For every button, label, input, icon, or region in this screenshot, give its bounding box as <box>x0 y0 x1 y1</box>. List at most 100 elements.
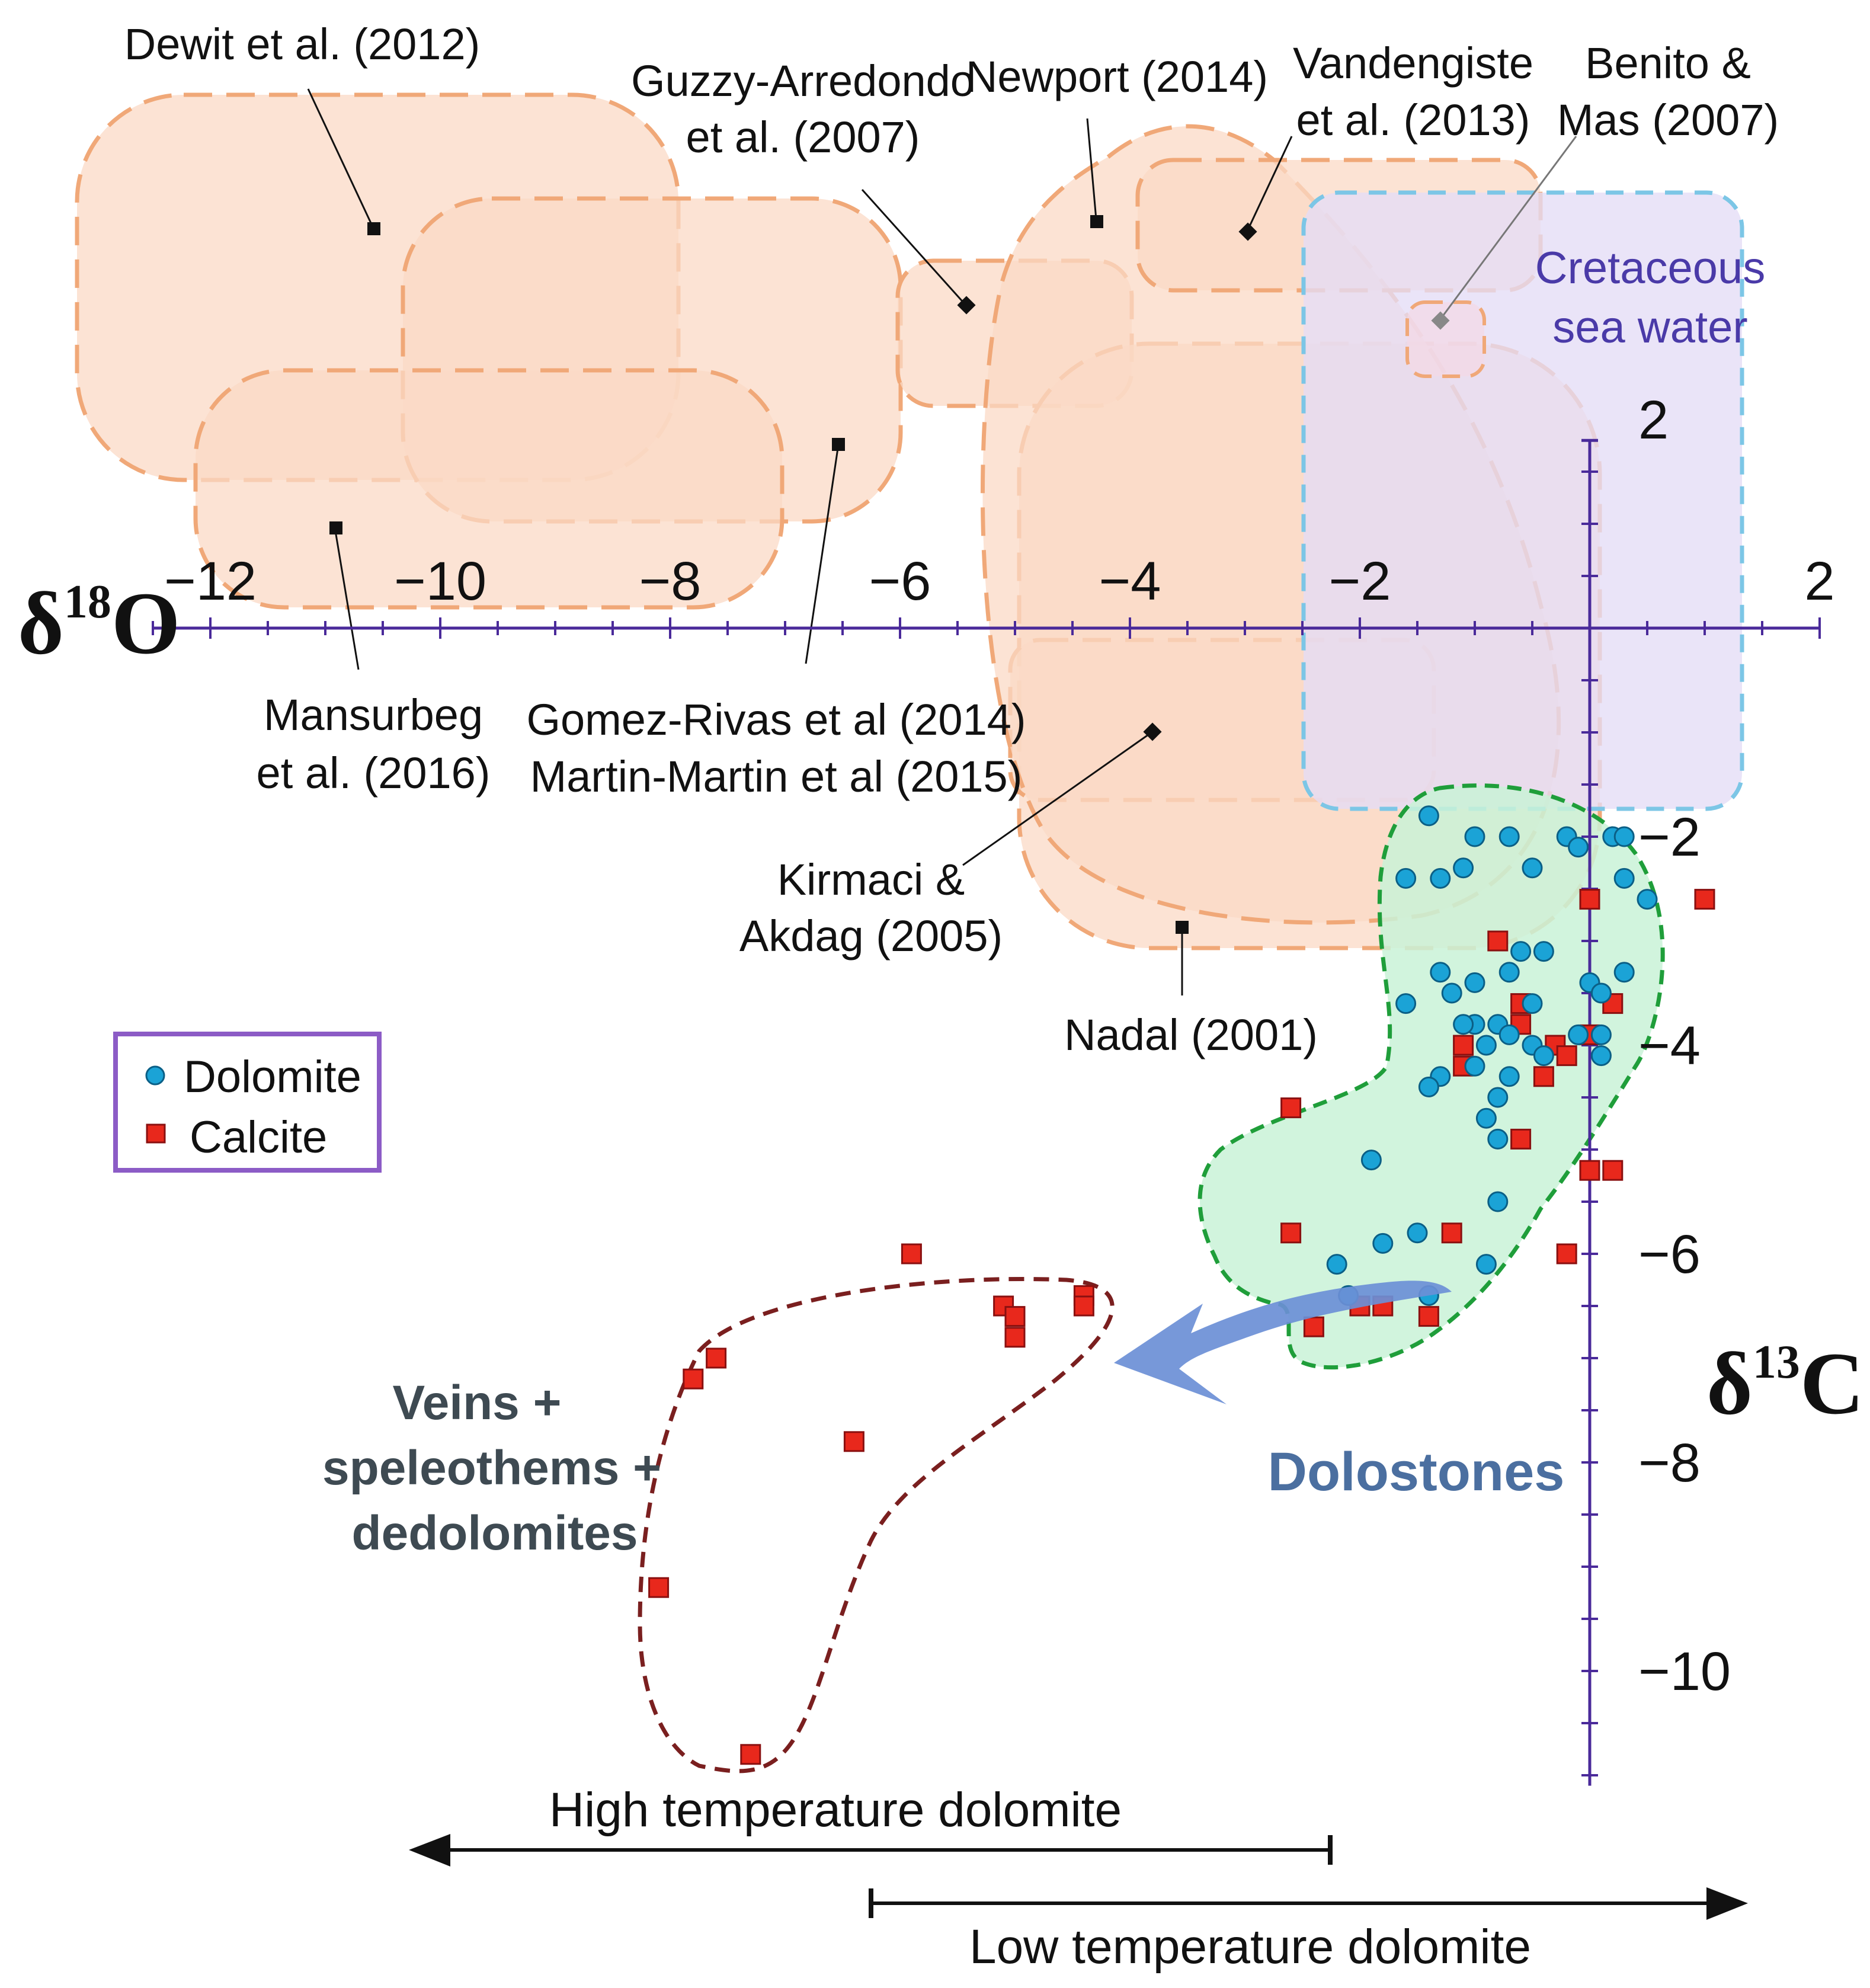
seawater-label-1: Cretaceous <box>1535 243 1766 293</box>
dolomite-point <box>1568 1024 1589 1045</box>
newport-marker <box>1090 215 1103 228</box>
low-temp-label: Low temperature dolomite <box>969 1920 1531 1974</box>
dolomite-point <box>1464 972 1485 993</box>
calcite-point <box>706 1347 727 1369</box>
calcite-point <box>1510 1128 1532 1150</box>
dolomite-point <box>1522 857 1543 879</box>
guzzy-label-2: et al. (2007) <box>686 113 920 162</box>
dolomite-point <box>1395 867 1417 889</box>
calcite-point <box>1694 889 1715 910</box>
calcite-point <box>648 1577 670 1598</box>
legend-calcite-label: Calcite <box>190 1112 327 1163</box>
dolomite-point <box>1407 1222 1428 1244</box>
dolomite-point <box>1590 1045 1612 1067</box>
dolomite-point <box>1418 1076 1439 1097</box>
calcite-point <box>1441 1222 1462 1244</box>
dolomite-point <box>1475 1254 1497 1275</box>
calcite-point <box>1418 1306 1439 1327</box>
dolomite-point <box>1613 867 1635 889</box>
veins-field <box>638 1277 1115 1773</box>
kirmaci-marker <box>1143 722 1162 741</box>
mansurbeg-label-2: et al. (2016) <box>257 748 491 798</box>
dolomite-point <box>1533 1045 1554 1067</box>
veins-label-2: speleothems + <box>322 1441 661 1495</box>
calcite-point <box>843 1431 864 1452</box>
calcite-point <box>683 1368 704 1390</box>
calcite-point <box>1510 1014 1532 1035</box>
vandengiste-label-1: Vandengiste <box>1293 39 1533 88</box>
dolomite-point <box>1360 1150 1382 1171</box>
x-tick-label: −2 <box>1329 551 1391 612</box>
dolomite-point <box>1418 805 1439 827</box>
dolomite-point <box>1487 1128 1509 1150</box>
dolomite-point <box>1510 941 1532 962</box>
x-tick-label: −12 <box>164 551 257 612</box>
nadal-label: Nadal (2001) <box>1064 1010 1318 1059</box>
benito-marker <box>1431 311 1450 330</box>
dolomite-point <box>1453 1014 1474 1035</box>
legend-calcite-marker <box>146 1123 166 1144</box>
calcite-point <box>1556 1243 1577 1264</box>
legend-box <box>113 1032 382 1173</box>
calcite-point <box>1579 889 1600 910</box>
dolomite-point <box>1590 1024 1612 1045</box>
calcite-point <box>1004 1306 1026 1327</box>
benito-field <box>1405 300 1486 378</box>
seawater-label-2: sea water <box>1552 302 1748 353</box>
calcite-point <box>1280 1097 1302 1119</box>
dolomite-point <box>1613 826 1635 847</box>
dolomite-point <box>1464 826 1485 847</box>
gomez-marker <box>832 438 845 451</box>
reference-leaders <box>307 88 1577 995</box>
legend: Dolomite Calcite <box>113 1032 382 1173</box>
dolomite-point <box>1487 1191 1509 1212</box>
y-tick-label: −4 <box>1638 1016 1701 1076</box>
low-temp-arrowhead <box>1706 1887 1748 1920</box>
veins-label-1: Veins + <box>393 1376 562 1430</box>
dolomite-point <box>1498 1024 1520 1045</box>
dolostones-label: Dolostones <box>1268 1442 1565 1502</box>
x-axis-title: δ18O <box>18 574 181 673</box>
calcite-point <box>1533 1066 1554 1087</box>
calcite-point <box>1280 1222 1302 1244</box>
dolomite-point <box>1464 1055 1485 1077</box>
dewit-marker <box>367 222 380 235</box>
y-tick-label: −8 <box>1638 1433 1701 1493</box>
dolomite-point <box>1487 1087 1509 1108</box>
vandengiste-marker <box>1238 222 1257 241</box>
calcite-point <box>740 1744 761 1765</box>
newport-label: Newport (2014) <box>966 52 1268 101</box>
veins-label-3: dedolomites <box>352 1506 638 1560</box>
dolomite-point <box>1590 982 1612 1004</box>
dolomite-point <box>1430 867 1451 889</box>
dolomite-point <box>1498 962 1520 983</box>
calcite-point <box>1487 930 1509 952</box>
high-temp-arrowhead <box>409 1834 450 1867</box>
temperature-ranges: High temperature dolomite Low temperatur… <box>409 1783 1748 1974</box>
calcite-point <box>1453 1035 1474 1056</box>
vandengiste-label-2: et al. (2013) <box>1296 95 1530 145</box>
benito-label-2: Mas (2007) <box>1557 95 1779 145</box>
dolomite-point <box>1326 1254 1347 1275</box>
dolomite-point <box>1522 993 1543 1014</box>
x-tick-label: −6 <box>869 551 931 612</box>
x-tick-label: −10 <box>394 551 486 612</box>
mansurbeg-marker <box>329 521 342 534</box>
dolomite-point <box>1475 1107 1497 1129</box>
high-temp-label: High temperature dolomite <box>549 1783 1122 1837</box>
mansurbeg-field <box>193 368 784 610</box>
benito-label-1: Benito & <box>1585 39 1751 88</box>
dewit-label: Dewit et al. (2012) <box>124 20 481 69</box>
dolomite-point <box>1395 993 1417 1014</box>
y-tick-label: 2 <box>1638 390 1669 450</box>
legend-dolomite-marker <box>145 1065 165 1086</box>
dolomite-point <box>1430 962 1451 983</box>
dolomite-point <box>1475 1035 1497 1056</box>
calcite-point <box>1556 1045 1577 1067</box>
x-tick-label: −4 <box>1099 551 1161 612</box>
y-tick-label: −6 <box>1638 1224 1701 1285</box>
kirmaci-label-1: Kirmaci & <box>777 855 965 904</box>
dolomite-point <box>1372 1233 1394 1254</box>
y-tick-label: −2 <box>1638 807 1701 867</box>
